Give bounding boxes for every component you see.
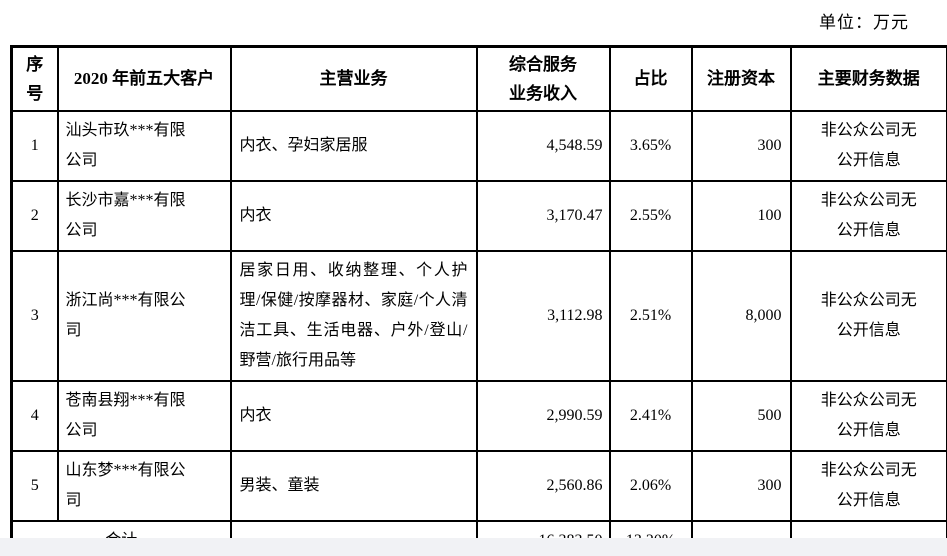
- cell-revenue: 3,112.98: [475, 249, 611, 382]
- cell-revenue: 2,560.86: [475, 449, 611, 522]
- cell-capital: 100: [690, 179, 792, 252]
- header-cell-financial: 主要财务数据: [789, 45, 947, 112]
- page-bottom-margin: [0, 538, 947, 556]
- cell-capital: 300: [690, 109, 792, 182]
- cell-business: 内衣: [229, 179, 478, 252]
- cell-business: 内衣: [229, 379, 478, 452]
- cell-financial: 非公众公司无 公开信息: [789, 379, 947, 452]
- header-cell-customer: 2020 年前五大客户: [56, 45, 232, 112]
- cell-share: 2.55%: [608, 179, 693, 252]
- table-row: 1 汕头市玖***有限 公司 内衣、孕妇家居服 4,548.59 3.65% 3…: [10, 109, 947, 182]
- cell-financial: 非公众公司无 公开信息: [789, 249, 947, 382]
- cell-financial: 非公众公司无 公开信息: [789, 179, 947, 252]
- cell-revenue: 2,990.59: [475, 379, 611, 452]
- header-cell-capital: 注册资本: [690, 45, 792, 112]
- cell-index: 3: [10, 249, 59, 382]
- header-row: 序 号 2020 年前五大客户 主营业务 综合服务 业务收入 占比 注册资本 主…: [10, 45, 947, 112]
- cell-share: 2.41%: [608, 379, 693, 452]
- cell-revenue: 3,170.47: [475, 179, 611, 252]
- cell-share: 3.65%: [608, 109, 693, 182]
- cell-financial: 非公众公司无 公开信息: [789, 449, 947, 522]
- header-cell-index: 序 号: [10, 45, 59, 112]
- table-row: 2 长沙市嘉***有限 公司 内衣 3,170.47 2.55% 100 非公众…: [10, 179, 947, 252]
- cell-index: 2: [10, 179, 59, 252]
- cell-index: 1: [10, 109, 59, 182]
- header-cell-share: 占比: [608, 45, 693, 112]
- cell-business: 居家日用、收纳整理、个人护理/保健/按摩器材、家庭/个人清洁工具、生活电器、户外…: [229, 249, 478, 382]
- cell-revenue: 4,548.59: [475, 109, 611, 182]
- cell-financial: 非公众公司无 公开信息: [789, 109, 947, 182]
- header-cell-business: 主营业务: [229, 45, 478, 112]
- cell-customer: 汕头市玖***有限 公司: [56, 109, 232, 182]
- cell-capital: 300: [690, 449, 792, 522]
- table-row: 5 山东梦***有限公 司 男装、童装 2,560.86 2.06% 300 非…: [10, 449, 947, 522]
- cell-index: 5: [10, 449, 59, 522]
- cell-customer: 苍南县翔***有限 公司: [56, 379, 232, 452]
- cell-customer: 浙江尚***有限公 司: [56, 249, 232, 382]
- cell-customer: 山东梦***有限公 司: [56, 449, 232, 522]
- header-cell-revenue: 综合服务 业务收入: [475, 45, 611, 112]
- unit-label: 单位：万元: [819, 13, 909, 32]
- table-row: 4 苍南县翔***有限 公司 内衣 2,990.59 2.41% 500 非公众…: [10, 379, 947, 452]
- cell-capital: 8,000: [690, 249, 792, 382]
- cell-share: 2.06%: [608, 449, 693, 522]
- cell-share: 2.51%: [608, 249, 693, 382]
- top-customers-table: 序 号 2020 年前五大客户 主营业务 综合服务 业务收入 占比 注册资本 主…: [10, 45, 947, 556]
- cell-index: 4: [10, 379, 59, 452]
- cell-business: 男装、童装: [229, 449, 478, 522]
- cell-business: 内衣、孕妇家居服: [229, 109, 478, 182]
- cell-customer: 长沙市嘉***有限 公司: [56, 179, 232, 252]
- cell-capital: 500: [690, 379, 792, 452]
- table-row: 3 浙江尚***有限公 司 居家日用、收纳整理、个人护理/保健/按摩器材、家庭/…: [10, 249, 947, 382]
